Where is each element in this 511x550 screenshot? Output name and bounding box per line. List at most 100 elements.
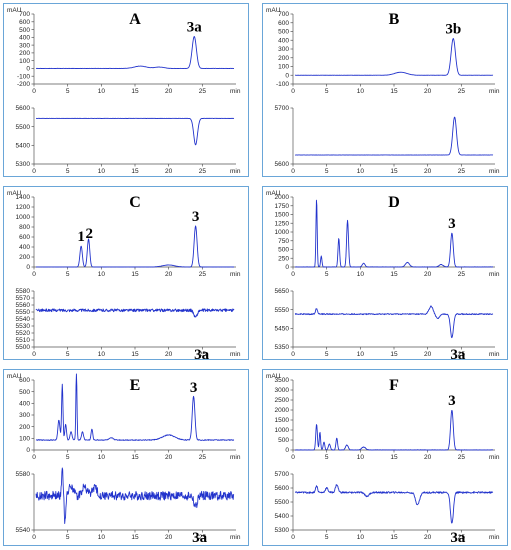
bottom-plot-x-tick-label: 5 [325, 534, 329, 541]
top-plot-x-tick-label: 15 [131, 88, 139, 95]
bottom-plot-x-tick-label: 15 [390, 168, 398, 175]
top-plot-x-tick-label: 5 [325, 454, 329, 461]
peak-label-3a: 3a [450, 347, 466, 363]
bottom-plot-y-tick-label: 5580 [16, 471, 31, 478]
bottom-plot-x-tick-label: 25 [199, 534, 207, 541]
top-plot-y-tick-label: 3500 [275, 377, 290, 384]
bottom-plot-x-unit: min [489, 168, 500, 175]
top-plot-y-tick-label: 100 [19, 436, 30, 443]
top-plot-y-tick-label: 400 [19, 401, 30, 408]
top-plot-y-tick-label: 1000 [16, 214, 31, 221]
peak-label-3a: 3a [450, 530, 466, 546]
top-plot-x-tick-label: 0 [32, 454, 36, 461]
bottom-plot-x-unit: min [230, 534, 241, 541]
panel-letter: F [389, 377, 399, 394]
top-plot-y-unit: mAU [7, 7, 22, 14]
bottom-plot-y-tick-label: 5580 [16, 288, 31, 295]
top-plot-y-tick-label: 600 [19, 377, 30, 384]
bottom-plot-x-tick-label: 25 [458, 534, 466, 541]
top-plot-x-unit: min [489, 271, 500, 278]
top-plot-y-tick-label: 100 [19, 58, 30, 65]
bottom-plot-trace [294, 484, 494, 524]
top-plot-x-tick-label: 20 [165, 271, 173, 278]
top-plot-y-tick-label: 500 [278, 247, 289, 254]
top-plot-y-unit: mAU [7, 190, 22, 197]
bottom-plot-x-unit: min [230, 351, 241, 358]
bottom-plot-x-unit: min [230, 168, 241, 175]
top-plot-y-tick-label: 200 [19, 424, 30, 431]
top-plot-y-tick-label: 0 [285, 447, 289, 454]
top-plot-y-tick-label: 200 [278, 55, 289, 62]
top-plot-y-tick-label: 0 [26, 447, 30, 454]
bottom-plot-x-tick-label: 20 [424, 534, 432, 541]
top-plot-y-tick-label: 1250 [275, 220, 290, 227]
top-plot-y-tick-label: 0 [285, 264, 289, 271]
top-plot-y-tick-label: 1500 [275, 212, 290, 219]
top-plot-y-tick-label: 600 [19, 234, 30, 241]
top-plot-x-tick-label: 25 [458, 271, 466, 278]
bottom-plot-trace [294, 116, 494, 156]
top-plot-x-tick-label: 15 [390, 88, 398, 95]
bottom-plot-x-tick-label: 0 [291, 351, 295, 358]
top-plot-y-tick-label: 0 [285, 72, 289, 79]
panel-letter: E [130, 377, 141, 394]
peak-label-3: 3 [190, 380, 198, 396]
top-plot-x-tick-label: 20 [424, 88, 432, 95]
top-plot-x-tick-label: 10 [98, 454, 106, 461]
bottom-plot-trace [35, 117, 235, 146]
top-plot-y-tick-label: 0 [26, 66, 30, 73]
top-plot-x-tick-label: 25 [199, 88, 207, 95]
bottom-plot-y-tick-label: 5350 [275, 344, 290, 351]
bottom-plot-y-tick-label: 5500 [275, 499, 290, 506]
top-plot-x-tick-label: 25 [458, 88, 466, 95]
top-plot-y-unit: mAU [266, 190, 281, 197]
bottom-plot-x-tick-label: 5 [66, 351, 70, 358]
bottom-plot-x-tick-label: 25 [458, 168, 466, 175]
top-plot-x-tick-label: 5 [325, 271, 329, 278]
panel-letter: D [388, 194, 400, 211]
bottom-plot-x-tick-label: 10 [98, 534, 106, 541]
top-plot-x-tick-label: 20 [165, 88, 173, 95]
bottom-plot-trace [35, 467, 235, 524]
top-plot-y-tick-label: 600 [19, 19, 30, 26]
top-plot-y-tick-label: 2500 [275, 397, 290, 404]
bottom-plot-x-tick-label: 20 [424, 168, 432, 175]
top-plot-x-tick-label: 10 [98, 88, 106, 95]
bottom-plot-y-tick-label: 5300 [275, 527, 290, 534]
peak-label-3: 3 [192, 209, 200, 225]
top-plot-y-tick-label: 2000 [275, 407, 290, 414]
top-plot-x-tick-label: 0 [32, 271, 36, 278]
bottom-plot-y-tick-label: 5540 [16, 316, 31, 323]
top-plot-y-tick-label: 750 [278, 238, 289, 245]
top-plot-x-tick-label: 10 [357, 88, 365, 95]
top-plot-x-tick-label: 20 [424, 271, 432, 278]
peak-label-1: 1 [77, 229, 85, 245]
top-plot-x-tick-label: 25 [458, 454, 466, 461]
bottom-plot-x-tick-label: 10 [357, 534, 365, 541]
top-plot-x-tick-label: 20 [165, 454, 173, 461]
top-plot-y-tick-label: 200 [19, 50, 30, 57]
bottom-plot-y-tick-label: 5530 [16, 323, 31, 330]
top-plot-x-tick-label: 10 [357, 271, 365, 278]
top-plot-x-tick-label: 15 [131, 454, 139, 461]
bottom-plot-x-tick-label: 20 [165, 168, 173, 175]
bottom-plot-y-tick-label: 5570 [16, 295, 31, 302]
bottom-plot-x-tick-label: 20 [424, 351, 432, 358]
bottom-plot-x-tick-label: 25 [199, 351, 207, 358]
top-plot-y-tick-label: 3000 [275, 387, 290, 394]
top-plot-y-tick-label: 1400 [16, 194, 31, 201]
top-plot-x-tick-label: 0 [291, 271, 295, 278]
top-plot-x-tick-label: 5 [66, 271, 70, 278]
top-plot-x-tick-label: 0 [291, 88, 295, 95]
top-plot-y-tick-label: -100 [17, 73, 30, 80]
top-plot-x-tick-label: 10 [98, 271, 106, 278]
bottom-plot-x-tick-label: 25 [199, 168, 207, 175]
peak-label-3: 3 [448, 216, 456, 232]
bottom-plot-x-tick-label: 10 [357, 351, 365, 358]
bottom-plot-x-tick-label: 15 [131, 351, 139, 358]
top-plot-x-tick-label: 15 [390, 271, 398, 278]
top-plot-y-tick-label: 1000 [275, 427, 290, 434]
bottom-plot-x-tick-label: 0 [32, 168, 36, 175]
